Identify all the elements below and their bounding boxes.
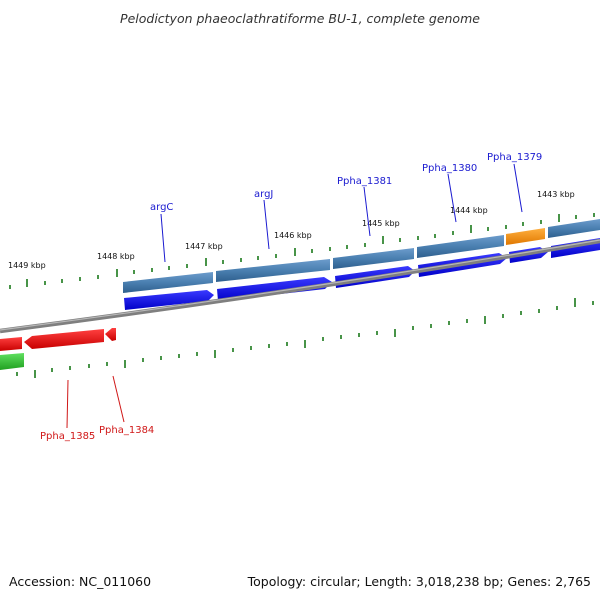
inner-tick-row [16, 298, 594, 378]
cds-arrow[interactable] [24, 329, 104, 349]
leader-line [66, 379, 69, 429]
bottom-gene-labels: Ppha_1385 Ppha_1384 [40, 425, 154, 442]
kbp-label: 1443 kbp [537, 190, 575, 199]
feature-block-ppha-1379[interactable] [506, 228, 545, 245]
gene-label-ppha-1380[interactable]: Ppha_1380 [422, 163, 477, 174]
kbp-label: 1446 kbp [274, 231, 312, 240]
gene-label-ppha-1381[interactable]: Ppha_1381 [337, 176, 392, 187]
feature-block[interactable] [123, 272, 213, 293]
top-gene-leaders [160, 163, 523, 263]
gene-label-argc[interactable]: argC [150, 202, 173, 213]
feature-block[interactable] [417, 235, 504, 258]
leader-line [112, 375, 125, 423]
genome-backbone-highlight [0, 239, 600, 331]
leader-line [447, 173, 457, 223]
outer-tick-row [9, 213, 595, 289]
bottom-gene-leaders [66, 375, 125, 429]
feature-block[interactable] [333, 248, 414, 269]
kbp-label: 1447 kbp [185, 242, 223, 251]
accession-text: Accession: NC_011060 [9, 574, 151, 589]
top-gene-labels: argC argJ Ppha_1381 Ppha_1380 Ppha_1379 [150, 152, 542, 213]
feature-block-reverse[interactable] [0, 353, 24, 370]
feature-block[interactable] [216, 259, 330, 282]
cds-arrow[interactable] [105, 328, 116, 341]
genome-backbone [0, 238, 600, 334]
leader-line [513, 163, 523, 213]
cds-arrow[interactable] [124, 290, 214, 310]
cds-reverse-track [0, 328, 116, 351]
leader-line [363, 186, 371, 237]
feature-block[interactable] [548, 219, 600, 238]
position-labels: 1449 kbp 1448 kbp 1447 kbp 1446 kbp 1445… [8, 190, 575, 270]
genome-summary-text: Topology: circular; Length: 3,018,238 bp… [247, 574, 591, 589]
cds-arrow[interactable] [0, 337, 22, 351]
leader-line [160, 213, 166, 263]
gene-label-argj[interactable]: argJ [254, 189, 273, 200]
gene-label-ppha-1384[interactable]: Ppha_1384 [99, 425, 154, 436]
gene-label-ppha-1385[interactable]: Ppha_1385 [40, 431, 95, 442]
feature-track-top [123, 219, 600, 293]
leader-line [263, 199, 270, 250]
map-title: Pelodictyon phaeoclathratiforme BU-1, co… [120, 11, 480, 26]
kbp-label: 1448 kbp [97, 252, 135, 261]
kbp-label: 1449 kbp [8, 261, 46, 270]
gene-label-ppha-1379[interactable]: Ppha_1379 [487, 152, 542, 163]
kbp-label: 1445 kbp [362, 219, 400, 228]
kbp-label: 1444 kbp [450, 206, 488, 215]
